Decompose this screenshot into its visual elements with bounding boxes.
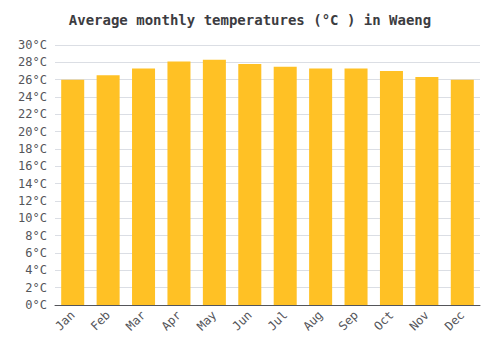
svg-text:10°C: 10°C (18, 211, 47, 225)
svg-text:Nov: Nov (407, 308, 432, 333)
svg-text:30°C: 30°C (18, 38, 47, 52)
svg-text:16°C: 16°C (18, 159, 47, 173)
svg-text:Apr: Apr (159, 308, 184, 333)
svg-text:May: May (194, 308, 219, 333)
svg-text:Average monthly temperatures (: Average monthly temperatures (°C ) in Wa… (69, 12, 431, 28)
svg-text:Aug: Aug (300, 308, 325, 333)
svg-text:0°C: 0°C (25, 298, 47, 312)
svg-text:14°C: 14°C (18, 177, 47, 191)
svg-text:Dec: Dec (442, 308, 467, 333)
svg-text:Mar: Mar (123, 308, 148, 333)
svg-text:6°C: 6°C (25, 246, 47, 260)
svg-text:28°C: 28°C (18, 55, 47, 69)
svg-text:24°C: 24°C (18, 90, 47, 104)
svg-text:Jun: Jun (230, 308, 255, 333)
svg-text:Jan: Jan (52, 308, 77, 333)
svg-text:Feb: Feb (88, 308, 113, 333)
svg-text:8°C: 8°C (25, 229, 47, 243)
svg-text:22°C: 22°C (18, 107, 47, 121)
svg-text:Sep: Sep (336, 308, 361, 333)
svg-text:26°C: 26°C (18, 73, 47, 87)
svg-text:20°C: 20°C (18, 125, 47, 139)
svg-text:12°C: 12°C (18, 194, 47, 208)
svg-text:18°C: 18°C (18, 142, 47, 156)
svg-text:2°C: 2°C (25, 281, 47, 295)
svg-text:Oct: Oct (371, 308, 396, 333)
svg-text:4°C: 4°C (25, 263, 47, 277)
svg-text:Jul: Jul (265, 308, 290, 333)
